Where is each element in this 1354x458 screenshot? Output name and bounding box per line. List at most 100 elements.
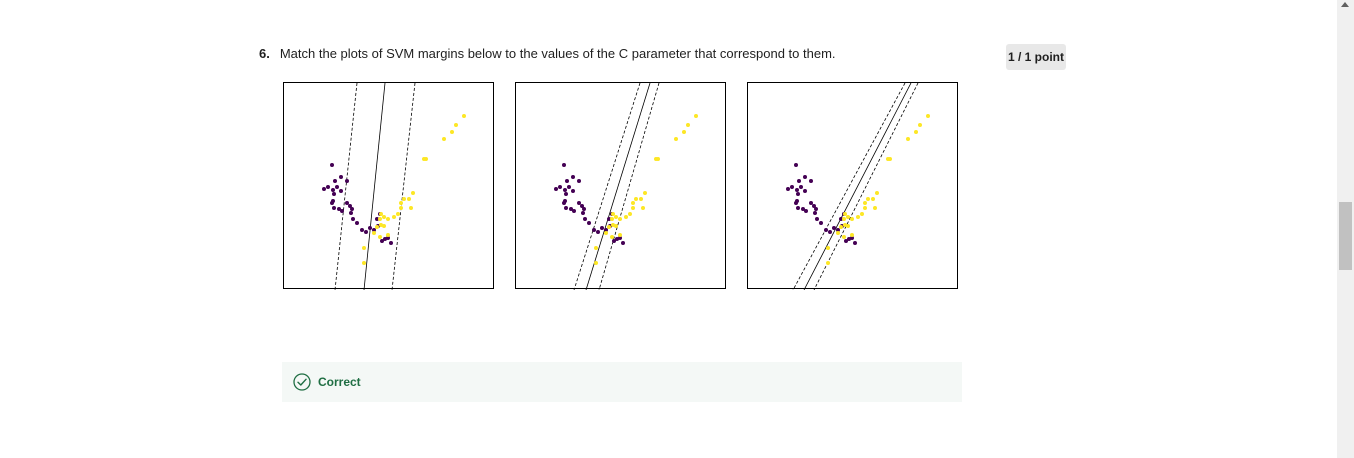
svm-plots bbox=[283, 82, 963, 292]
class-a-point bbox=[803, 175, 807, 179]
class-a-point bbox=[564, 192, 568, 196]
class-a-point bbox=[850, 236, 854, 240]
class-b-point bbox=[372, 231, 376, 235]
feedback-label: Correct bbox=[318, 375, 361, 389]
class-a-point bbox=[375, 217, 379, 221]
class-b-point bbox=[614, 224, 618, 228]
class-b-point bbox=[407, 197, 411, 201]
class-b-point bbox=[863, 201, 867, 205]
class-b-point bbox=[842, 235, 846, 239]
margin-line bbox=[813, 83, 919, 290]
class-a-point bbox=[809, 179, 813, 183]
class-b-point bbox=[694, 114, 698, 118]
class-a-point bbox=[563, 188, 567, 192]
question-text: Match the plots of SVM margins below to … bbox=[279, 46, 836, 61]
svm-plot-3 bbox=[747, 82, 958, 290]
question-number: 6. bbox=[259, 46, 270, 61]
class-a-point bbox=[571, 175, 575, 179]
margin-line bbox=[792, 83, 906, 290]
class-a-point bbox=[339, 175, 343, 179]
scroll-up-arrow-icon[interactable] bbox=[1341, 2, 1349, 7]
class-b-point bbox=[846, 224, 850, 228]
class-b-point bbox=[610, 217, 614, 221]
class-b-point bbox=[450, 130, 454, 134]
class-a-point bbox=[828, 230, 832, 234]
class-a-point bbox=[333, 179, 337, 183]
class-a-point bbox=[562, 163, 566, 167]
class-b-point bbox=[839, 225, 843, 229]
class-a-point bbox=[564, 206, 568, 210]
class-b-point bbox=[624, 215, 628, 219]
class-b-point bbox=[378, 235, 382, 239]
class-a-point bbox=[368, 226, 372, 230]
class-b-point bbox=[914, 130, 918, 134]
class-b-point bbox=[634, 197, 638, 201]
class-b-point bbox=[846, 215, 850, 219]
class-a-point bbox=[797, 179, 801, 183]
scrollbar-thumb[interactable] bbox=[1339, 202, 1352, 270]
class-a-point bbox=[799, 185, 803, 189]
class-a-point bbox=[815, 217, 819, 221]
class-b-point bbox=[618, 217, 622, 221]
svm-plot-3-figure bbox=[786, 83, 930, 290]
class-a-point bbox=[839, 217, 843, 221]
class-a-point bbox=[389, 241, 393, 245]
margin-line bbox=[573, 83, 641, 290]
class-b-point bbox=[382, 215, 386, 219]
class-a-point bbox=[554, 187, 558, 191]
class-a-point bbox=[380, 239, 384, 243]
class-b-point bbox=[826, 246, 830, 250]
class-b-point bbox=[871, 197, 875, 201]
class-b-point bbox=[607, 225, 611, 229]
class-a-point bbox=[596, 230, 600, 234]
class-a-point bbox=[607, 217, 611, 221]
class-a-point bbox=[621, 241, 625, 245]
class-a-point bbox=[572, 209, 576, 213]
class-a-point bbox=[326, 185, 330, 189]
class-a-point bbox=[786, 187, 790, 191]
class-a-point bbox=[567, 185, 571, 189]
class-a-point bbox=[582, 207, 586, 211]
class-a-point bbox=[844, 239, 848, 243]
check-circle-icon bbox=[293, 373, 311, 391]
class-a-point bbox=[824, 228, 828, 232]
class-a-point bbox=[587, 221, 591, 225]
class-a-point bbox=[612, 239, 616, 243]
class-b-point bbox=[850, 217, 854, 221]
class-b-point bbox=[375, 225, 379, 229]
class-b-point bbox=[386, 233, 390, 237]
class-a-point bbox=[583, 217, 587, 221]
class-a-point bbox=[577, 201, 581, 205]
class-a-point bbox=[592, 228, 596, 232]
class-a-point bbox=[351, 217, 355, 221]
class-a-point bbox=[330, 163, 334, 167]
svm-plot-1-figure bbox=[322, 83, 466, 290]
class-b-point bbox=[906, 137, 910, 141]
class-a-point bbox=[804, 209, 808, 213]
class-a-point bbox=[604, 228, 608, 232]
class-b-point bbox=[631, 201, 635, 205]
class-b-point bbox=[850, 233, 854, 237]
class-b-point bbox=[594, 261, 598, 265]
feedback-banner: Correct bbox=[282, 362, 962, 402]
class-b-point bbox=[604, 231, 608, 235]
class-b-point bbox=[614, 215, 618, 219]
class-b-point bbox=[422, 157, 426, 161]
class-b-point bbox=[686, 123, 690, 127]
class-b-point bbox=[842, 217, 846, 221]
class-b-point bbox=[643, 191, 647, 195]
class-a-point bbox=[794, 201, 798, 205]
class-b-point bbox=[641, 206, 645, 210]
class-b-point bbox=[594, 246, 598, 250]
class-a-point bbox=[581, 211, 585, 215]
svm-plot-2-figure bbox=[554, 83, 698, 290]
class-b-point bbox=[386, 217, 390, 221]
question-prompt: 6. Match the plots of SVM margins below t… bbox=[259, 45, 836, 63]
points-badge: 1 / 1 point bbox=[1006, 44, 1066, 70]
class-b-point bbox=[399, 206, 403, 210]
scrollbar[interactable] bbox=[1337, 0, 1354, 458]
class-a-point bbox=[580, 204, 584, 208]
class-a-point bbox=[345, 201, 349, 205]
class-a-point bbox=[600, 226, 604, 230]
class-a-point bbox=[349, 211, 353, 215]
